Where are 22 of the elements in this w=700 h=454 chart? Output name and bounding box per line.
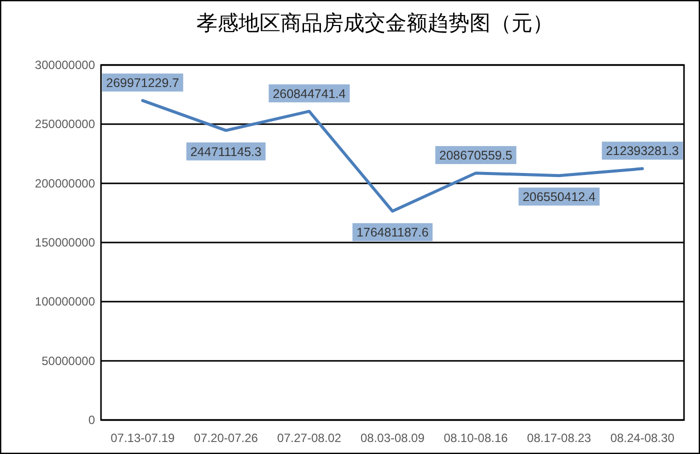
data-label: 260844741.4 bbox=[272, 86, 346, 101]
data-label: 212393281.3 bbox=[606, 144, 679, 158]
x-tick-label: 07.27-08.02 bbox=[277, 431, 342, 445]
y-tick-label: 150000000 bbox=[34, 236, 96, 250]
y-tick-label: 200000000 bbox=[34, 176, 96, 190]
y-tick-label: 0 bbox=[88, 413, 96, 427]
data-label: 176481187.6 bbox=[356, 226, 429, 240]
y-tick-label: 250000000 bbox=[34, 117, 96, 132]
x-tick-label: 07.20-07.26 bbox=[194, 431, 258, 445]
data-label: 269971229.7 bbox=[106, 76, 180, 90]
x-tick-label: 08.03-08.09 bbox=[360, 431, 425, 445]
x-tick-label: 08.17-08.23 bbox=[527, 431, 592, 445]
y-tick-label: 50000000 bbox=[42, 354, 96, 368]
x-tick-label: 07.13-07.19 bbox=[110, 431, 175, 445]
y-tick-label: 100000000 bbox=[34, 294, 96, 309]
data-label: 244711145.3 bbox=[190, 144, 262, 159]
data-label: 208670559.5 bbox=[439, 148, 512, 163]
y-tick-label: 300000000 bbox=[34, 58, 96, 72]
chart-title: 孝感地区商品房成交金额趋势图（元） bbox=[196, 11, 554, 35]
data-label: 206550412.4 bbox=[522, 190, 596, 204]
x-tick-label: 08.10-08.16 bbox=[444, 431, 508, 445]
x-tick-label: 08.24-08.30 bbox=[610, 431, 675, 445]
